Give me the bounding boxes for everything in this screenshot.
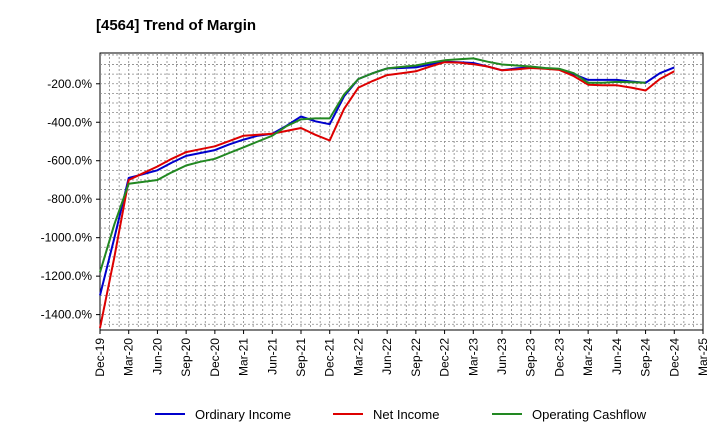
x-tick-label: Sep-22 [409,338,423,377]
x-axis-tick-labels: Dec-19 Mar-20 Jun-20 Sep-20 Dec-20 Mar-21 Jun-… [93,330,710,377]
y-tick-label: -1000.0% [41,231,93,245]
legend: Ordinary Income Net Income Operating Cashf… [155,407,647,422]
x-tick-label: Sep-24 [639,338,653,377]
x-tick-label: Jun-24 [610,338,624,375]
y-gridlines [100,54,703,325]
legend-label: Operating Cashflow [532,407,647,422]
x-tick-label: Mar-25 [696,338,710,376]
chart-title: [4564] Trend of Margin [96,17,256,34]
x-tick-label: Jun-23 [495,338,509,375]
x-tick-label: Sep-20 [179,338,193,377]
x-tick-label: Mar-24 [581,338,595,376]
series-lines [99,57,675,329]
plot-area [99,52,704,331]
x-tick-label: Dec-20 [208,338,222,377]
x-tick-label: Sep-21 [294,338,308,377]
legend-label: Net Income [373,407,439,422]
y-tick-label: -400.0% [47,115,92,129]
x-tick-label: Dec-21 [323,338,337,377]
x-tick-label: Mar-22 [351,338,365,376]
x-tick-label: Dec-22 [438,338,452,377]
y-tick-label: -1200.0% [41,269,93,283]
x-tick-label: Sep-23 [524,338,538,377]
x-tick-label: Dec-24 [667,338,681,377]
series-line-3 [99,57,646,273]
legend-label: Ordinary Income [195,407,291,422]
y-tick-label: -600.0% [47,154,92,168]
y-tick-label: -1400.0% [41,308,93,322]
x-tick-label: Mar-21 [237,338,251,376]
x-tick-label: Mar-23 [466,338,480,376]
x-tick-label: Mar-20 [122,338,136,376]
y-tick-label: -800.0% [47,192,92,206]
x-tick-label: Dec-19 [93,338,107,377]
y-axis-tick-labels: -1400.0% -1200.0% -1000.0% -800.0% -600.0% -4… [41,77,100,322]
x-tick-label: Dec-23 [552,338,566,377]
x-tick-label: Jun-21 [265,338,279,375]
y-tick-label: -200.0% [47,77,92,91]
x-tick-label: Jun-22 [380,338,394,375]
x-tick-label: Jun-20 [150,338,164,375]
series-line-2 [99,61,675,329]
